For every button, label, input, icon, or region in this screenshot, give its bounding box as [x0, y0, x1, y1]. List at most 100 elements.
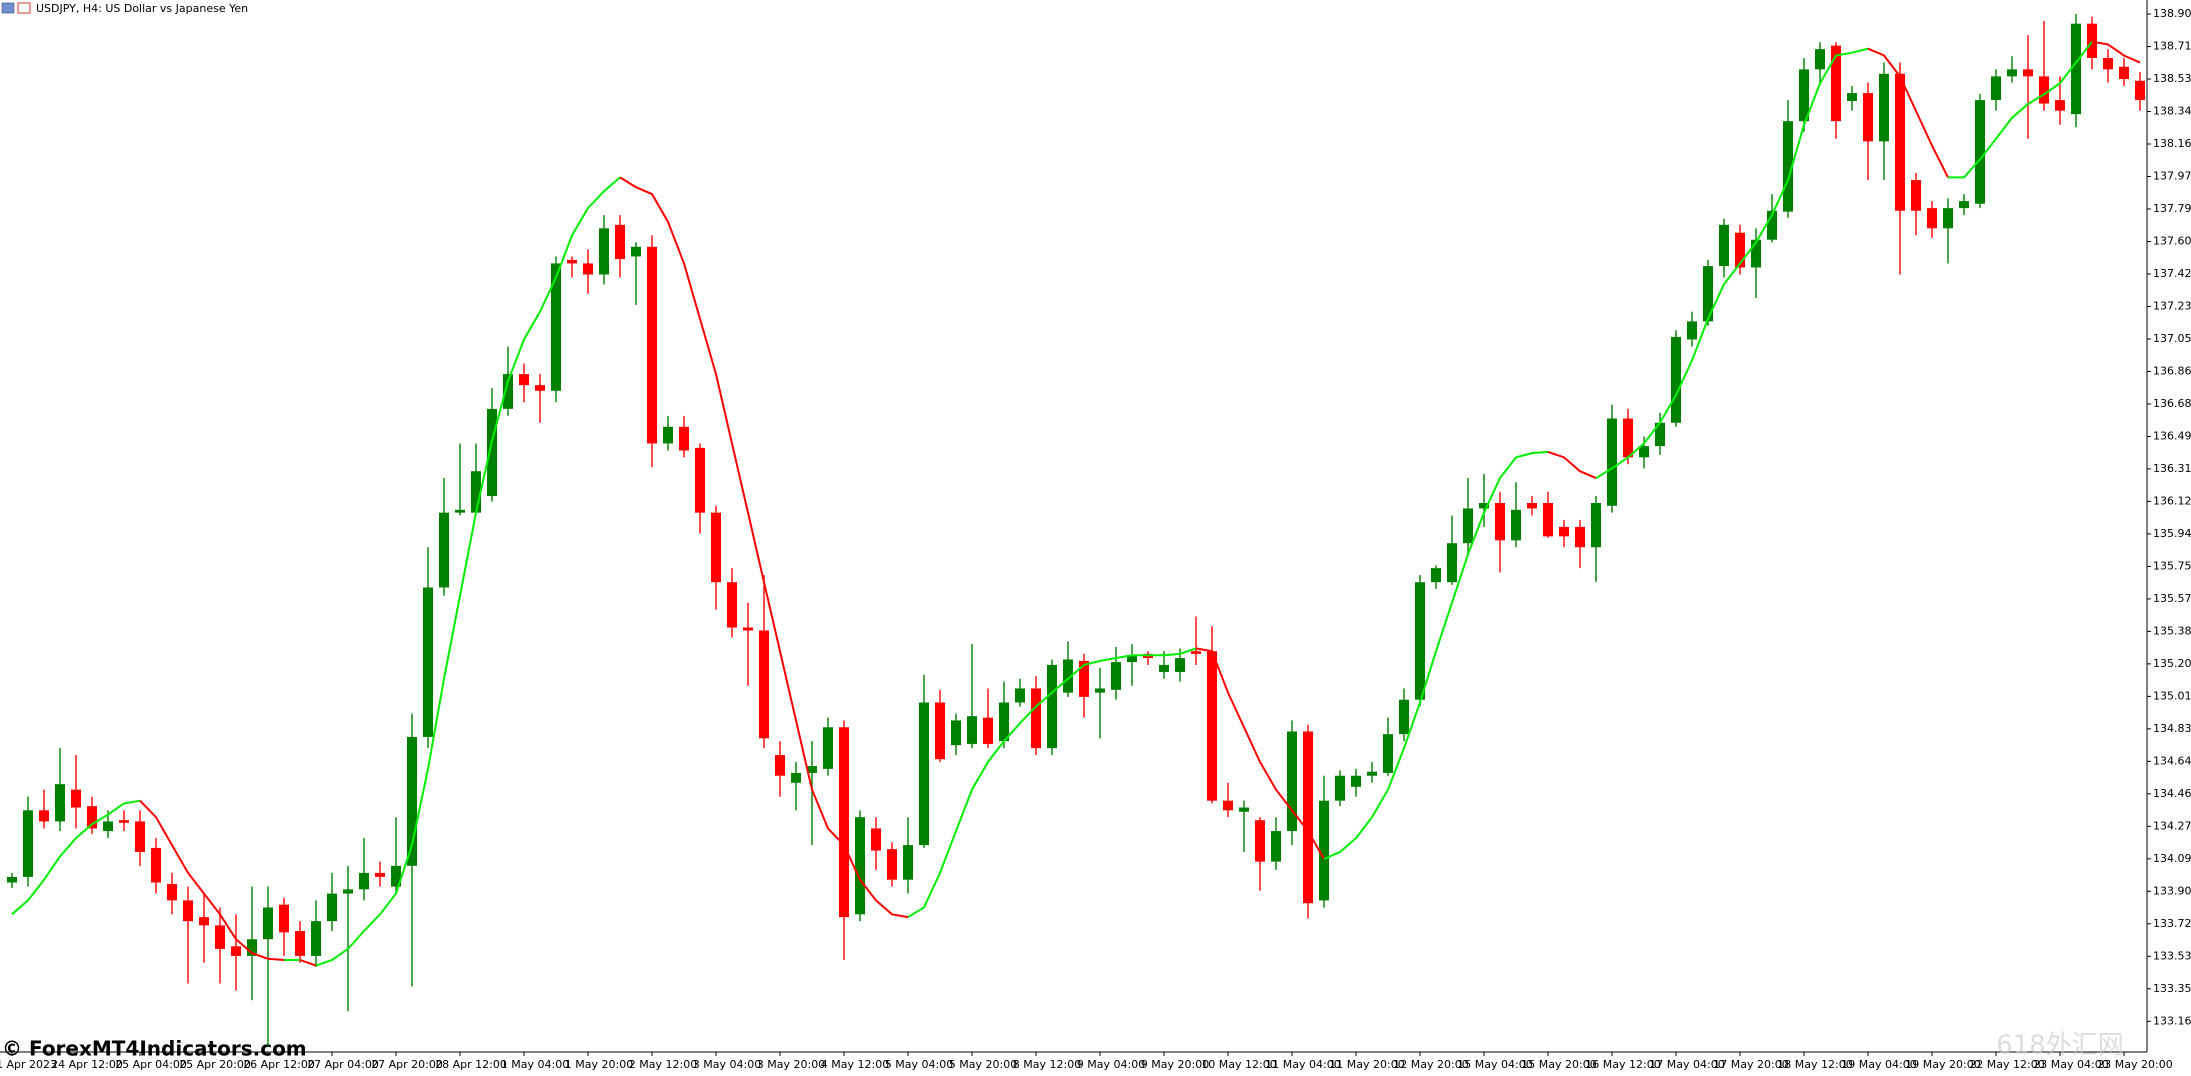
candle-body [1399, 699, 1409, 735]
y-tick-label: 136.125 [2153, 494, 2191, 507]
candle-body [119, 820, 129, 823]
candle-body [2039, 76, 2049, 104]
candle-body [1127, 655, 1137, 663]
candle-body [1159, 664, 1169, 672]
moving-average [299, 959, 317, 967]
candle-body [759, 630, 769, 739]
candle-body [423, 587, 433, 737]
candle-body [103, 821, 113, 832]
y-tick-label: 133.350 [2153, 982, 2191, 995]
y-tick-label: 135.385 [2153, 624, 2191, 637]
candle-body [87, 806, 97, 829]
candle-body [295, 930, 305, 956]
x-tick-label: 27 Apr 20:00 [371, 1058, 443, 1071]
candle-body [1991, 76, 2001, 101]
candle-body [647, 246, 657, 444]
candle-body [1319, 800, 1329, 901]
y-tick-label: 133.905 [2153, 884, 2191, 897]
y-tick-label: 135.940 [2153, 527, 2191, 540]
candle-body [887, 849, 897, 880]
x-tick-label: 17 May 20:00 [1713, 1058, 1788, 1071]
chart-title: USDJPY, H4: US Dollar vs Japanese Yen [36, 2, 248, 15]
candle-body [1543, 502, 1553, 537]
candle-body [1639, 446, 1649, 458]
candle-body [535, 385, 545, 391]
candle-body [1239, 807, 1249, 812]
candle-body [503, 374, 513, 409]
candle-body [487, 408, 497, 496]
x-tick-label: 22 May 12:00 [1969, 1058, 2044, 1071]
candle-body [1719, 224, 1729, 267]
x-tick-label: 28 Apr 12:00 [435, 1058, 507, 1071]
y-tick-label: 138.900 [2153, 7, 2191, 20]
candle-body [1575, 526, 1585, 548]
candle-body [2023, 69, 2033, 77]
x-tick-label: 3 May 20:00 [757, 1058, 825, 1071]
candle-body [839, 727, 849, 918]
candle-body [1271, 831, 1281, 862]
candle-body [807, 766, 817, 773]
candle-body [263, 907, 273, 940]
candle-body [1527, 502, 1537, 509]
y-tick-label: 134.830 [2153, 722, 2191, 735]
x-tick-label: 19 May 04:00 [1841, 1058, 1916, 1071]
y-tick-label: 135.200 [2153, 657, 2191, 670]
candle-body [215, 925, 225, 949]
candle-body [999, 702, 1009, 742]
candle-body [343, 889, 353, 894]
candle-body [359, 872, 369, 890]
moving-average [619, 176, 909, 919]
candle-body [311, 921, 321, 956]
candle-body [1799, 69, 1809, 122]
candle-body [919, 702, 929, 846]
candle-body [951, 720, 961, 746]
y-tick-label: 137.235 [2153, 299, 2191, 312]
candle-body [1351, 775, 1361, 787]
candle-body [1255, 820, 1265, 862]
candle-body [1559, 526, 1569, 537]
moving-average [1948, 41, 2093, 179]
candle-body [1831, 45, 1841, 122]
x-tick-label: 1 May 04:00 [501, 1058, 569, 1071]
candle-body [1079, 660, 1089, 697]
candle-body [1191, 651, 1201, 654]
moving-average [1323, 450, 1549, 860]
candle-body [1335, 775, 1345, 801]
candle-body [599, 228, 609, 275]
chart-icon [17, 2, 31, 14]
candle-body [1895, 73, 1905, 211]
candle-body [1031, 688, 1041, 749]
x-tick-label: 8 May 12:00 [1013, 1058, 1081, 1071]
candle-body [775, 755, 785, 776]
x-tick-label: 11 May 04:00 [1265, 1058, 1340, 1071]
candle-body [1767, 210, 1777, 240]
y-tick-label: 138.715 [2153, 40, 2191, 53]
candle-body [2135, 80, 2145, 101]
y-tick-label: 138.160 [2153, 137, 2191, 150]
candle-body [1655, 422, 1665, 447]
y-tick-label: 135.015 [2153, 689, 2191, 702]
candle-body [983, 717, 993, 744]
x-tick-label: 2 May 12:00 [629, 1058, 697, 1071]
y-tick-label: 133.165 [2153, 1014, 2191, 1027]
candle-body [135, 821, 145, 852]
candle-body [1687, 321, 1697, 340]
moving-average [907, 647, 1197, 918]
x-tick-label: 18 May 12:00 [1777, 1058, 1852, 1071]
candle-body [71, 789, 81, 808]
x-tick-label: 26 Apr 12:00 [243, 1058, 315, 1071]
x-tick-label: 25 Apr 20:00 [179, 1058, 251, 1071]
y-tick-label: 136.680 [2153, 397, 2191, 410]
x-tick-label: 16 May 12:00 [1585, 1058, 1660, 1071]
candle-body [791, 772, 801, 783]
x-tick-label: 15 May 04:00 [1457, 1058, 1532, 1071]
y-tick-label: 136.495 [2153, 429, 2191, 442]
candle-body [1815, 49, 1825, 70]
candle-body [743, 627, 753, 631]
candle-body [1591, 502, 1601, 548]
candle-body [279, 904, 289, 933]
candle-body [679, 426, 689, 451]
candle-body [407, 736, 417, 866]
candle-body [7, 876, 17, 883]
candle-body [247, 939, 257, 956]
